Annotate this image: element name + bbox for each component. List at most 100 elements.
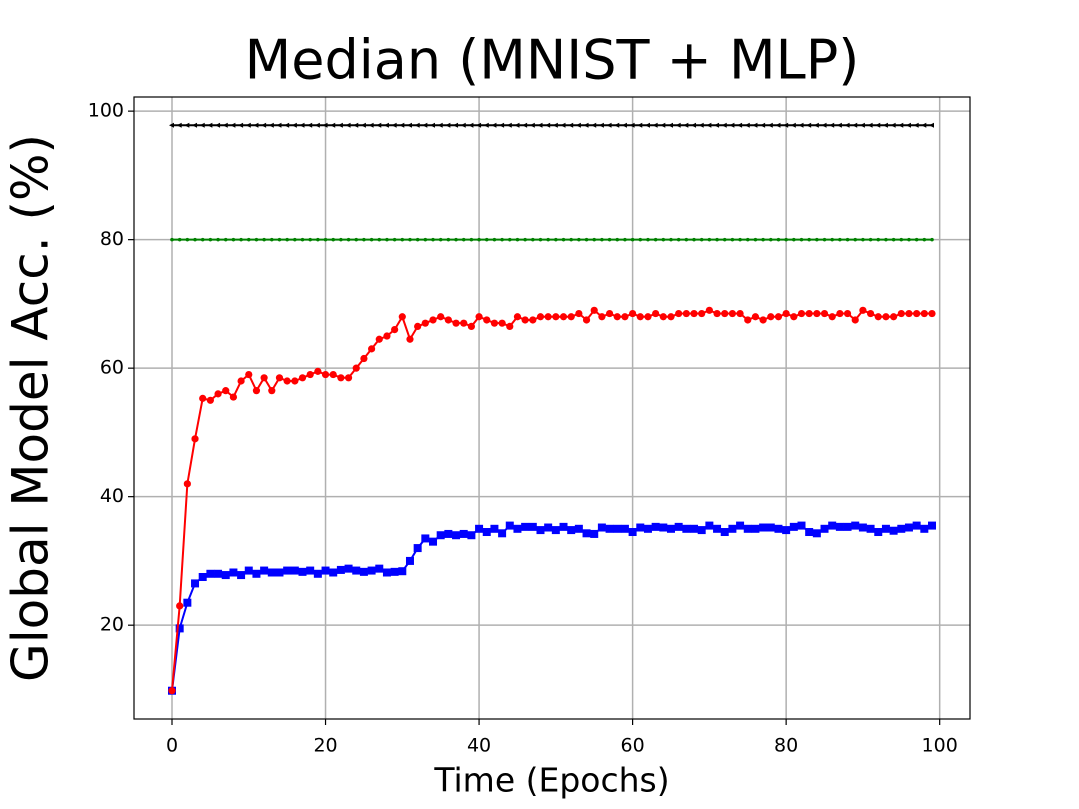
marker (390, 567, 399, 576)
marker (813, 309, 821, 318)
marker (567, 526, 576, 535)
marker (882, 122, 888, 128)
marker (736, 309, 744, 318)
marker (812, 529, 821, 538)
marker (582, 529, 591, 538)
marker (874, 528, 883, 537)
marker (521, 316, 529, 324)
marker (446, 237, 451, 242)
marker (722, 237, 727, 242)
x-tick-label: 60 (621, 735, 645, 757)
marker (797, 521, 806, 530)
marker (738, 237, 742, 242)
marker (584, 237, 589, 242)
marker (659, 313, 667, 321)
marker (774, 313, 783, 321)
marker (866, 524, 875, 533)
marker (482, 528, 491, 537)
marker (500, 237, 504, 242)
marker (836, 309, 844, 318)
marker (300, 237, 305, 242)
marker (605, 524, 614, 533)
marker (329, 370, 337, 379)
marker (646, 237, 650, 242)
marker (714, 122, 720, 128)
marker (222, 122, 228, 128)
marker (222, 387, 230, 395)
marker (206, 569, 215, 578)
marker (661, 237, 666, 242)
marker (445, 122, 451, 128)
marker (690, 524, 699, 533)
marker (306, 566, 315, 575)
marker (513, 313, 522, 321)
marker (675, 309, 683, 318)
series-line (171, 308, 932, 691)
marker (697, 526, 706, 535)
marker (752, 122, 758, 128)
marker (214, 390, 222, 398)
marker (797, 309, 806, 318)
marker (782, 309, 790, 318)
marker (367, 566, 376, 575)
marker (267, 568, 276, 577)
marker (431, 237, 435, 242)
marker (421, 319, 429, 327)
marker (200, 237, 205, 242)
marker (398, 313, 406, 321)
marker (498, 319, 506, 327)
marker (444, 316, 452, 324)
marker (275, 568, 284, 577)
marker (229, 393, 238, 401)
marker (698, 122, 704, 128)
marker (360, 122, 366, 128)
marker (400, 237, 405, 242)
marker (383, 332, 391, 340)
marker (590, 529, 599, 538)
marker (666, 524, 675, 533)
marker (881, 524, 890, 533)
marker (538, 237, 543, 242)
marker (598, 313, 606, 321)
marker (638, 237, 643, 242)
y-tick-label: 60 (100, 357, 124, 379)
marker (215, 122, 221, 128)
marker (345, 122, 351, 128)
marker (499, 122, 505, 128)
marker (921, 122, 927, 128)
marker (629, 309, 637, 318)
marker (828, 313, 836, 321)
marker (291, 122, 297, 128)
marker (246, 237, 251, 242)
marker (359, 567, 368, 576)
marker (238, 122, 244, 128)
marker (559, 522, 568, 531)
marker (382, 568, 391, 577)
marker (859, 122, 865, 128)
marker (707, 237, 712, 242)
y-tick-label: 100 (88, 100, 124, 122)
marker (185, 237, 190, 242)
marker (537, 122, 543, 128)
marker (191, 579, 200, 588)
marker (376, 122, 382, 128)
series-line (171, 524, 933, 691)
marker (429, 537, 438, 546)
marker (528, 522, 537, 531)
marker (514, 122, 520, 128)
marker (575, 122, 581, 128)
marker (721, 122, 727, 128)
marker (346, 237, 351, 242)
marker (866, 309, 875, 318)
marker (907, 237, 911, 242)
marker (207, 122, 213, 128)
marker (805, 528, 814, 537)
marker (683, 122, 689, 128)
marker (667, 313, 675, 321)
marker (922, 237, 927, 242)
marker (799, 237, 804, 242)
marker (660, 122, 666, 128)
marker (260, 566, 269, 575)
marker (729, 122, 735, 128)
